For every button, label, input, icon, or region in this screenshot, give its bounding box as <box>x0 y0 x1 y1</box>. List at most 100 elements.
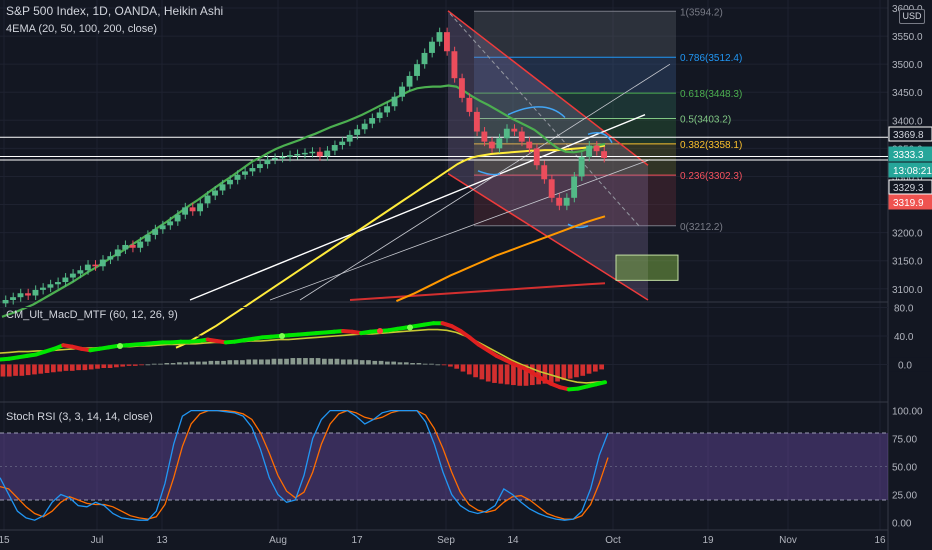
candle-body <box>496 138 503 149</box>
price-tags: 3369.8 3333.3 13:08:21 3329.3 3319.9 0.0 <box>888 126 932 372</box>
candle-body <box>436 32 443 42</box>
macd-histogram-bar <box>498 364 504 384</box>
macd-histogram-bar <box>101 364 107 368</box>
ema-indicator-label[interactable]: 4EMA (20, 50, 100, 200, close) <box>6 23 158 35</box>
macd-histogram-bar <box>151 363 157 365</box>
candle-body <box>466 97 473 112</box>
candle-body <box>242 171 248 175</box>
fib-level-label: 0.236(3302.3) <box>680 171 742 182</box>
candle-body <box>511 128 518 132</box>
macd-histogram-bar <box>567 364 573 379</box>
candle-body <box>571 176 578 198</box>
macd-histogram-bar <box>284 358 289 365</box>
candle-body <box>271 157 278 160</box>
macd-histogram-bar <box>277 358 283 365</box>
candle-body <box>234 174 241 180</box>
candle-body <box>40 287 46 290</box>
candle-body <box>189 207 196 212</box>
macd-histogram-bar <box>340 359 346 365</box>
macd-line-segment <box>593 380 607 387</box>
candle-body <box>556 197 563 206</box>
candle-body <box>354 129 361 135</box>
trendline-lower <box>269 159 651 301</box>
price-tick-label: 3100.0 <box>892 285 923 296</box>
candle-body <box>384 106 391 113</box>
macd-histogram-bar <box>51 364 56 373</box>
candle-body <box>2 300 9 304</box>
macd-histogram-bar <box>132 364 138 366</box>
candle-body <box>301 152 308 155</box>
candle-body <box>264 159 271 165</box>
macd-histogram-bar <box>82 364 88 371</box>
macd-histogram-bar <box>328 358 334 365</box>
macd-histogram-bar <box>183 362 189 365</box>
macd-histogram-bar <box>296 358 302 365</box>
macd-histogram-bar <box>441 364 447 366</box>
macd-histogram-bar <box>303 358 308 365</box>
macd-histogram-bar <box>599 364 604 370</box>
macd-indicator-label[interactable]: CM_Ult_MacD_MTF (60, 12, 26, 9) <box>6 309 178 321</box>
time-tick-label: 13 <box>156 535 168 546</box>
macd-histogram-bar <box>391 361 397 365</box>
macd-histogram-bar <box>460 364 466 372</box>
macd-histogram-bar <box>359 360 365 365</box>
macd-histogram-bar <box>32 364 37 375</box>
candle-body <box>69 273 76 278</box>
macd-histogram-bar <box>504 364 510 385</box>
macd-histogram-bar <box>69 364 75 371</box>
candle-body <box>256 164 263 169</box>
price-tag-box <box>888 126 932 142</box>
price-tag-box <box>888 179 932 195</box>
fib-level-label: 0.5(3403.2) <box>680 115 731 126</box>
currency-badge[interactable]: USD <box>899 9 925 24</box>
macd-histogram-bar <box>466 364 472 375</box>
candle-body <box>122 244 129 250</box>
candle-body <box>503 128 510 139</box>
macd-histogram-bar <box>214 360 220 365</box>
chart-title: S&P 500 Index, 1D, OANDA, Heikin Ashi <box>6 4 224 18</box>
macd-histogram-bar <box>6 364 12 377</box>
stoch-rsi-tick-label: 25.00 <box>892 490 917 501</box>
candle-body <box>481 131 488 142</box>
time-tick-label: Jul <box>91 535 104 546</box>
macd-histogram-bar <box>221 360 226 365</box>
macd-histogram-bar <box>397 362 403 365</box>
candle-body <box>159 225 166 230</box>
macd-histogram-bar <box>403 362 409 365</box>
macd-histogram-bar <box>233 360 239 365</box>
macd-histogram-bar <box>561 364 567 381</box>
macd-histogram-bar <box>38 364 44 374</box>
chart-drawings <box>0 10 888 301</box>
macd-histogram-bar <box>158 363 163 365</box>
macd-histogram-bar <box>511 364 516 386</box>
price-tick-label: 3150.0 <box>892 257 923 268</box>
candle-body <box>518 131 525 142</box>
macd-zero-tag <box>889 357 932 372</box>
ema-line-ema50 <box>175 144 606 349</box>
price-tick-label: 3300.0 <box>892 172 923 183</box>
time-tick-label: 17 <box>351 535 363 546</box>
macd-histogram-bar <box>170 363 176 365</box>
stoch-rsi-indicator-label[interactable]: Stoch RSI (3, 3, 14, 14, close) <box>6 411 153 423</box>
macd-histogram-bar <box>372 360 378 365</box>
price-tag-box <box>888 146 932 162</box>
macd-histogram-bar <box>517 364 523 386</box>
macd-cross-dot <box>377 328 383 335</box>
macd-histogram-bar <box>258 359 264 365</box>
macd-histogram-bar <box>44 364 50 373</box>
candle-body <box>488 141 495 149</box>
macd-histogram-bar <box>347 359 352 365</box>
pattern-arc <box>587 132 613 144</box>
macd-histogram-bar <box>473 364 478 378</box>
candle-body <box>286 155 293 157</box>
candle-body <box>137 241 144 248</box>
candle-body <box>458 78 465 98</box>
macd-histogram-bar <box>592 364 598 372</box>
macd-cross-dot <box>117 342 123 349</box>
macd-histogram-bar <box>246 359 252 365</box>
macd-histogram-bar <box>164 363 170 365</box>
candle-body <box>533 148 540 166</box>
macd-pane <box>0 307 888 392</box>
time-tick-label: 19 <box>702 535 714 546</box>
candle-body <box>339 141 346 146</box>
